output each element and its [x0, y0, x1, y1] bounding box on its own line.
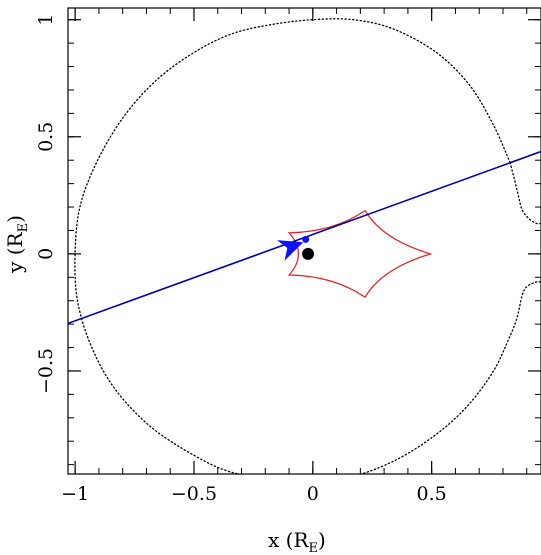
- y-tick-label: 0.5: [35, 122, 57, 152]
- primary-lens-marker: [302, 247, 315, 260]
- plot-frame: [67, 7, 541, 475]
- caustic: [287, 209, 433, 299]
- critical-curve-upper-right: [509, 161, 541, 225]
- y-tick-label: 0: [35, 248, 57, 260]
- y-tick-label: 1: [35, 14, 57, 26]
- y-tick-label: −0.5: [35, 348, 57, 394]
- y-axis-label-close: ): [3, 215, 27, 223]
- x-axis-label-main: x (R: [268, 528, 309, 552]
- x-tick-label: −0.5: [171, 483, 217, 505]
- x-axis-label: x (RE): [268, 528, 326, 555]
- x-tick-label: −1: [61, 483, 89, 505]
- x-tick-label: 0: [307, 483, 319, 505]
- axis-ticks: [68, 8, 541, 474]
- source-position-dot: [302, 235, 310, 243]
- y-axis-label-sub: E: [16, 223, 31, 233]
- x-tick-label: 0.5: [417, 483, 447, 505]
- x-axis-label-close: ): [318, 528, 326, 552]
- tick-labels: −1 −0.5 0 0.5 −0.5 0 0.5 1: [35, 14, 447, 505]
- critical-curve-outer: [74, 18, 541, 474]
- y-axis-label: y (RE): [3, 215, 31, 274]
- y-axis-label-main: y (R: [3, 231, 27, 273]
- data-layer: [68, 18, 541, 474]
- x-axis-label-sub: E: [309, 541, 319, 555]
- trajectory-arrow: [276, 240, 304, 261]
